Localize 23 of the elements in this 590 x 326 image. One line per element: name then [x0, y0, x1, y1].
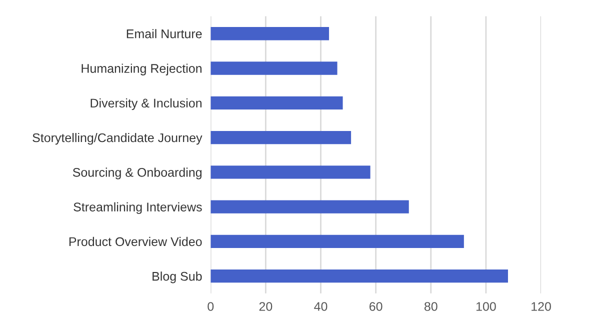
x-tick-label: 80: [424, 302, 438, 311]
bar: [210, 96, 343, 110]
x-tick-label: 60: [370, 302, 382, 311]
y-tick-label: Humanizing Rejection: [82, 64, 202, 76]
bar: [210, 234, 464, 248]
y-tick-label: Streamlining Interviews: [74, 202, 202, 214]
x-tick-label: 40: [314, 302, 328, 311]
bar: [210, 27, 330, 40]
y-tick-label: Sourcing & Onboarding: [72, 168, 202, 180]
bar: [210, 166, 370, 179]
y-tick-label: Storytelling/Candidate Journey: [32, 133, 202, 145]
x-tick-label: 0: [208, 302, 214, 311]
bar: [210, 62, 338, 75]
bar: [210, 270, 508, 283]
bar: [210, 200, 409, 214]
bar: [210, 130, 352, 144]
x-tick-label: 20: [259, 302, 272, 311]
y-tick-label: Blog Sub: [152, 272, 202, 284]
x-tick-label: 120: [532, 302, 551, 311]
y-tick-label: Product Overview Video: [69, 236, 202, 246]
x-tick-label: 100: [476, 302, 496, 311]
y-tick-label: Diversity & Inclusion: [90, 98, 202, 110]
y-tick-label: Email Nurture: [126, 29, 202, 38]
